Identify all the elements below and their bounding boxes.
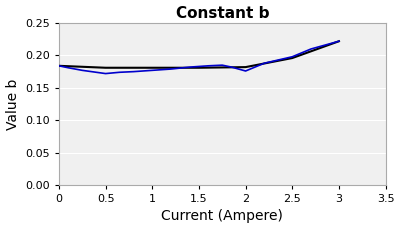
- Y-axis label: Value b: Value b: [6, 78, 20, 130]
- X-axis label: Current (Ampere): Current (Ampere): [161, 210, 283, 224]
- Title: Constant b: Constant b: [176, 5, 269, 21]
